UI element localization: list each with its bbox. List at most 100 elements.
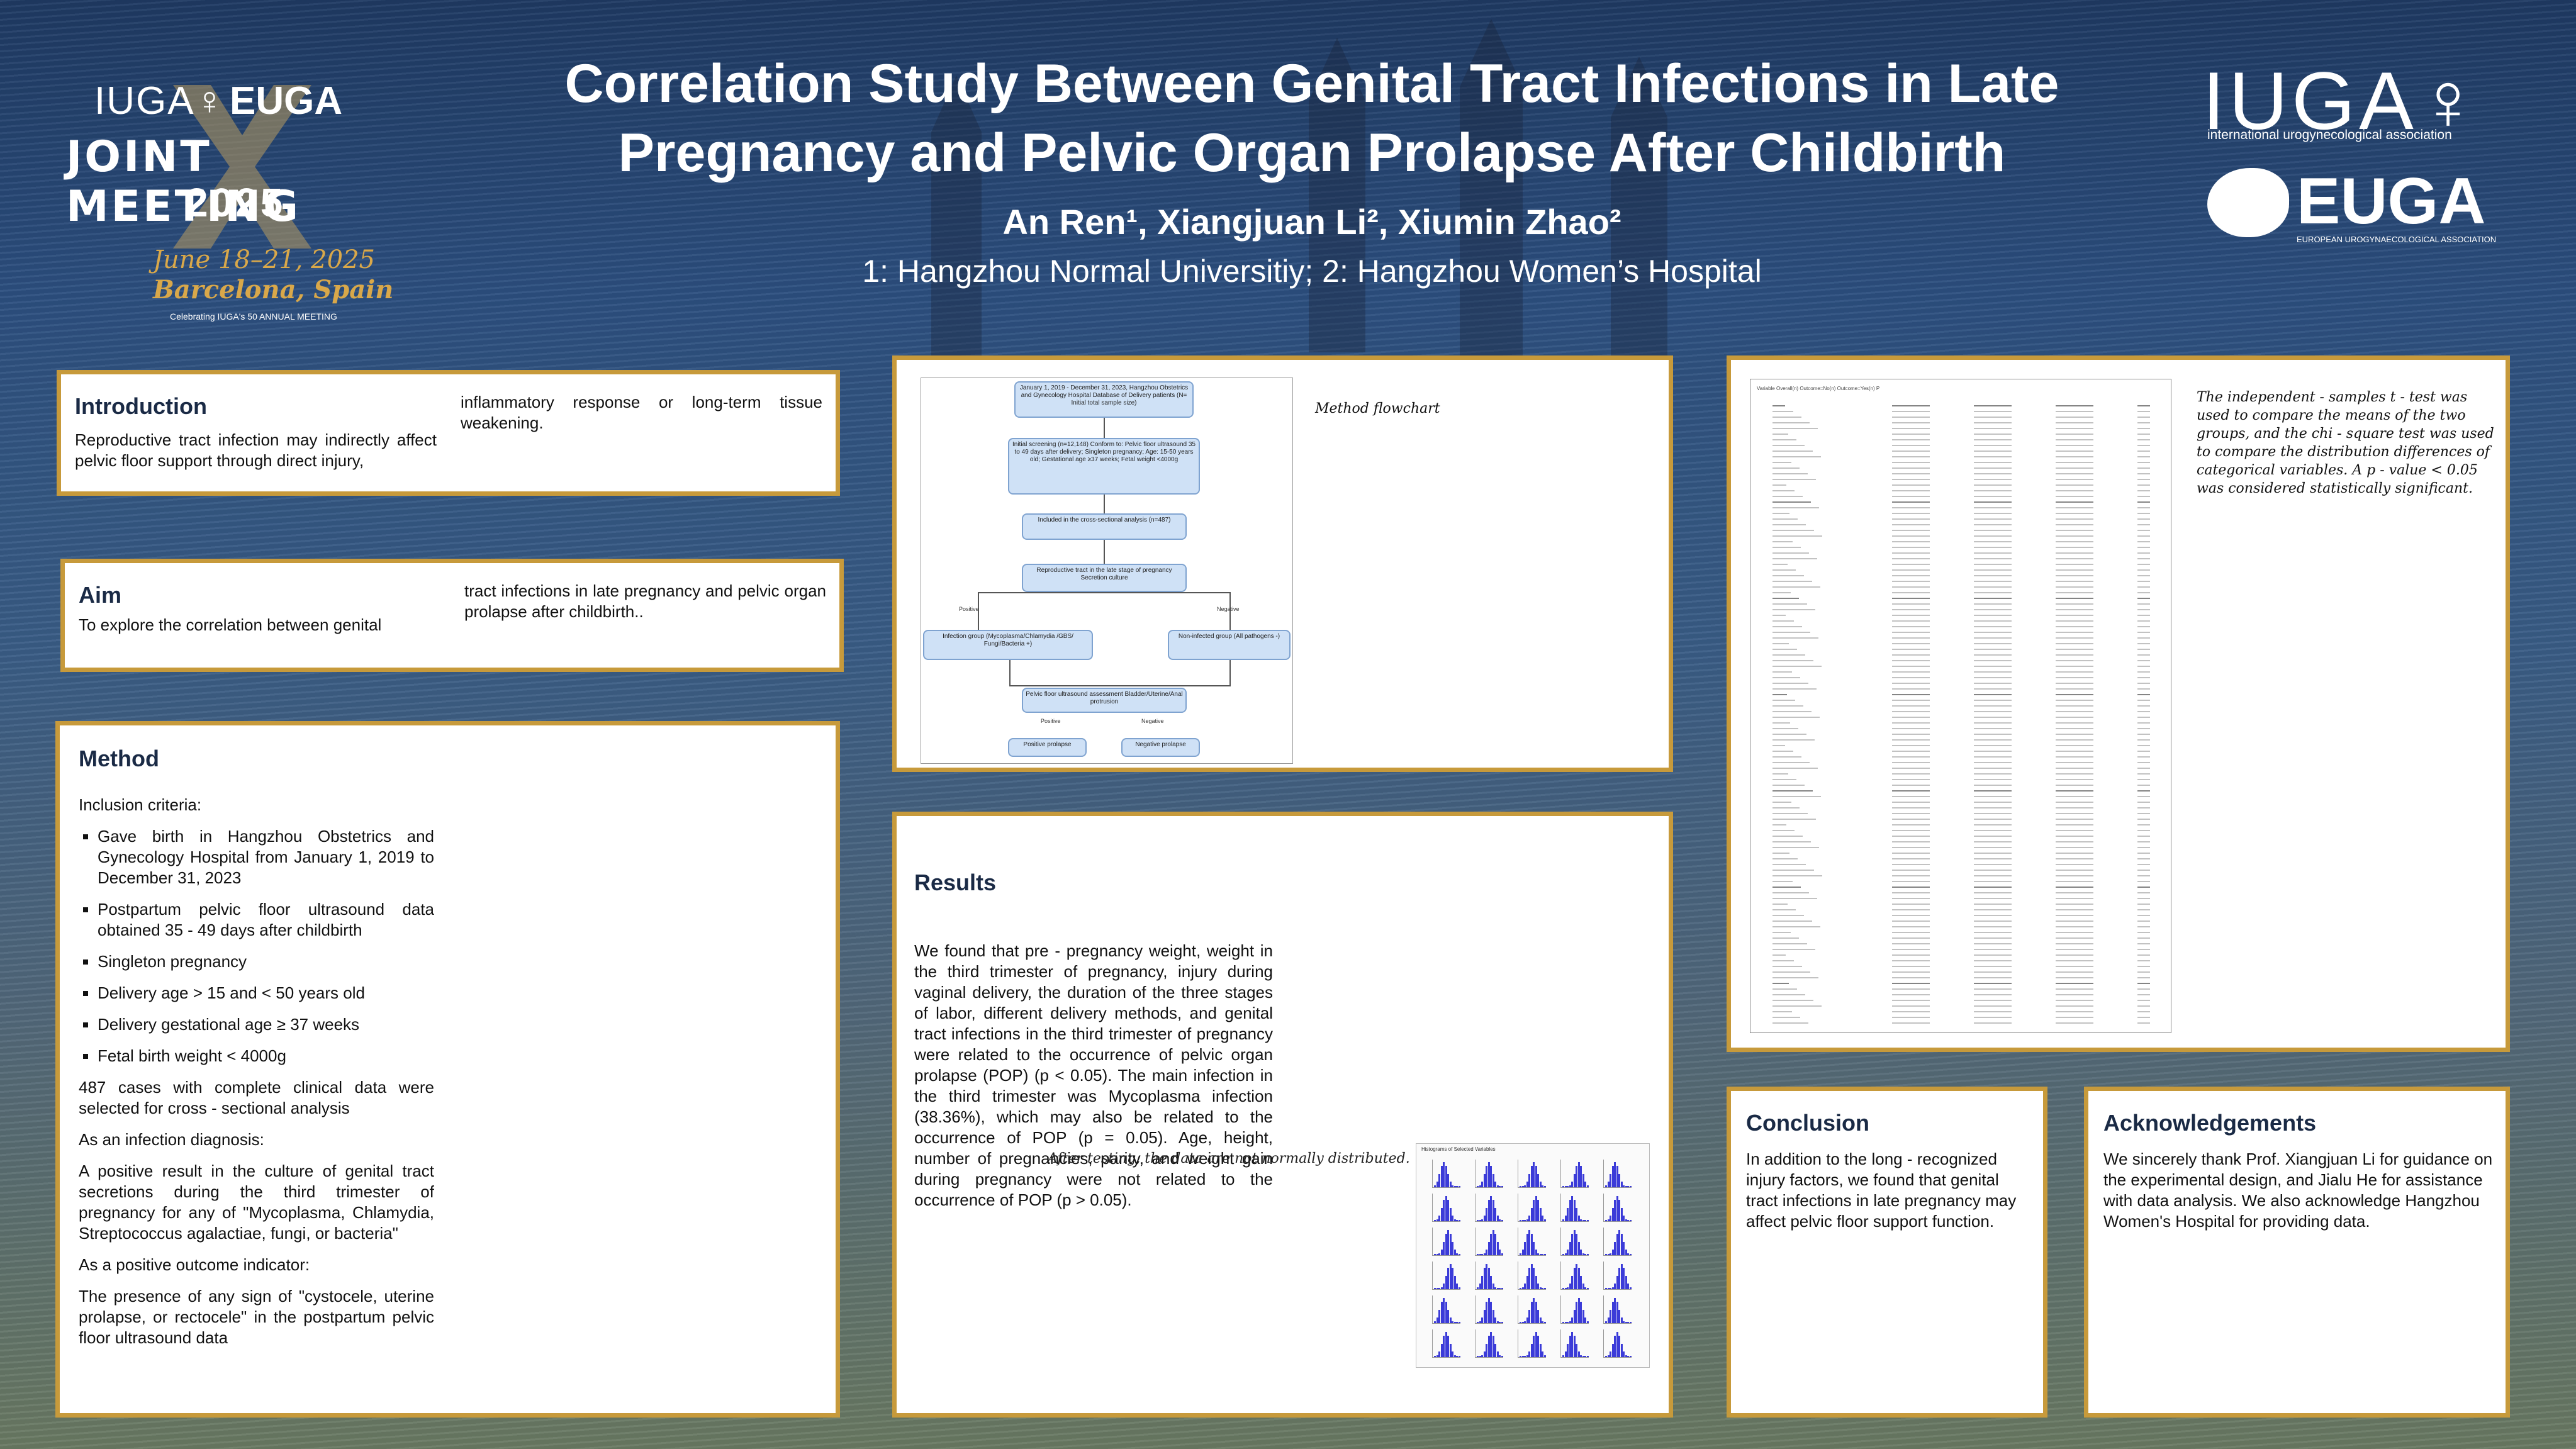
histogram-bar bbox=[1456, 1284, 1458, 1289]
criteria-item: Delivery age > 15 and < 50 years old bbox=[98, 983, 434, 1004]
histogram-bar bbox=[1487, 1268, 1490, 1289]
conclusion-text: In addition to the long - recognized inj… bbox=[1746, 1150, 2017, 1231]
histogram-bar bbox=[1567, 1250, 1569, 1255]
flow-box-ultrasound: Pelvic floor ultrasound assessment Bladd… bbox=[1022, 688, 1187, 713]
histogram-bar bbox=[1438, 1253, 1440, 1255]
histogram-bar bbox=[1490, 1234, 1492, 1255]
table-row bbox=[1766, 506, 2158, 509]
histogram-bar bbox=[1528, 1310, 1530, 1323]
histogram-bar bbox=[1438, 1351, 1440, 1357]
histogram-bar bbox=[1521, 1322, 1524, 1323]
histogram-bar bbox=[1580, 1219, 1582, 1221]
histogram-bar bbox=[1453, 1355, 1456, 1357]
histogram-bar bbox=[1571, 1318, 1573, 1323]
histogram-bar bbox=[1620, 1182, 1623, 1187]
histogram-bar bbox=[1483, 1310, 1486, 1323]
table-row bbox=[1766, 835, 2158, 837]
histogram-bar bbox=[1487, 1336, 1490, 1357]
table-row bbox=[1766, 1016, 2158, 1019]
histogram-cell bbox=[1518, 1228, 1546, 1256]
histogram-bar bbox=[1616, 1196, 1618, 1221]
histogram-bar bbox=[1535, 1250, 1537, 1255]
criteria-item: Delivery gestational age ≥ 37 weeks bbox=[98, 1014, 434, 1035]
histogram-cell bbox=[1560, 1262, 1589, 1290]
histogram-cell bbox=[1603, 1228, 1632, 1256]
table-row bbox=[1766, 631, 2158, 634]
histogram-bar bbox=[1486, 1250, 1487, 1255]
histogram-bar bbox=[1452, 1321, 1453, 1323]
histogram-bar bbox=[1496, 1321, 1499, 1323]
histogram-bar bbox=[1499, 1288, 1501, 1289]
method-panel: Method Inclusion criteria: Gave birth in… bbox=[55, 721, 840, 1418]
table-row bbox=[1766, 444, 2158, 447]
histogram-bar bbox=[1494, 1287, 1496, 1289]
histogram-bar bbox=[1573, 1200, 1576, 1221]
histogram-cell bbox=[1432, 1194, 1460, 1222]
histogram-cell bbox=[1475, 1194, 1503, 1222]
histogram-bar bbox=[1434, 1321, 1436, 1323]
aim-heading: Aim bbox=[79, 582, 122, 608]
table-row bbox=[1766, 909, 2158, 911]
table-row bbox=[1766, 699, 2158, 702]
histogram-bar bbox=[1623, 1351, 1625, 1357]
histogram-bar bbox=[1625, 1276, 1627, 1289]
histogram-bar bbox=[1530, 1264, 1533, 1289]
histogram-bar bbox=[1586, 1185, 1589, 1187]
table-row bbox=[1766, 954, 2158, 956]
table-row bbox=[1766, 795, 2158, 798]
table-row bbox=[1766, 523, 2158, 526]
histogram-bar bbox=[1526, 1318, 1528, 1323]
histogram-bar bbox=[1440, 1166, 1443, 1187]
histogram-bar bbox=[1445, 1234, 1447, 1255]
histogram-bar bbox=[1580, 1166, 1582, 1187]
histogram-bar bbox=[1537, 1253, 1539, 1255]
histogram-bar bbox=[1564, 1186, 1567, 1187]
histogram-bar bbox=[1627, 1284, 1629, 1289]
table-row bbox=[1766, 903, 2158, 905]
histogram-bar bbox=[1573, 1336, 1576, 1357]
histogram-cell bbox=[1432, 1262, 1460, 1290]
table-row bbox=[1766, 931, 2158, 934]
histogram-bar bbox=[1501, 1322, 1503, 1323]
histogram-bar bbox=[1487, 1200, 1490, 1221]
criteria-item: Singleton pregnancy bbox=[98, 951, 434, 972]
flow-box-negative-prolapse: Negative prolapse bbox=[1121, 738, 1200, 757]
histogram-bar bbox=[1543, 1288, 1546, 1289]
histogram-bar bbox=[1501, 1186, 1503, 1187]
histogram-bar bbox=[1569, 1321, 1571, 1323]
table-row bbox=[1766, 716, 2158, 719]
histogram-bar bbox=[1576, 1208, 1577, 1221]
histogram-bar bbox=[1584, 1287, 1586, 1289]
histogram-bar bbox=[1573, 1268, 1576, 1289]
iuga-subtitle: international urogynecological associati… bbox=[2207, 128, 2452, 142]
histogram-bar bbox=[1481, 1219, 1483, 1221]
histogram-bar bbox=[1526, 1219, 1528, 1221]
histogram-cell bbox=[1560, 1295, 1589, 1324]
histogram-bar bbox=[1614, 1284, 1616, 1289]
histogram-bar bbox=[1533, 1242, 1535, 1255]
histogram-bar bbox=[1492, 1336, 1494, 1357]
histogram-cell bbox=[1518, 1295, 1546, 1324]
flow-box-included: Included in the cross-sectional analysis… bbox=[1022, 513, 1187, 540]
histogram-bar bbox=[1481, 1355, 1483, 1357]
histogram-bar bbox=[1567, 1287, 1569, 1289]
table-row bbox=[1766, 450, 2158, 452]
table-row bbox=[1766, 824, 2158, 826]
histogram-bar bbox=[1530, 1208, 1533, 1221]
histogram-bar bbox=[1443, 1284, 1445, 1289]
histogram-bar bbox=[1449, 1208, 1452, 1221]
histogram-bar bbox=[1586, 1356, 1589, 1357]
table-row bbox=[1766, 535, 2158, 537]
euga-logo: EUGA bbox=[2297, 165, 2486, 238]
histogram-cell bbox=[1518, 1262, 1546, 1290]
euga-small-logo: EUGA bbox=[230, 79, 343, 123]
histogram-bar bbox=[1443, 1242, 1445, 1255]
table-row bbox=[1766, 659, 2158, 662]
histogram-bar bbox=[1616, 1302, 1618, 1323]
histogram-bar bbox=[1610, 1174, 1611, 1187]
table-row bbox=[1766, 982, 2158, 985]
table-row bbox=[1766, 863, 2158, 866]
histogram-bar bbox=[1524, 1242, 1526, 1255]
histogram-bar bbox=[1571, 1276, 1573, 1289]
histogram-bar bbox=[1520, 1220, 1521, 1221]
